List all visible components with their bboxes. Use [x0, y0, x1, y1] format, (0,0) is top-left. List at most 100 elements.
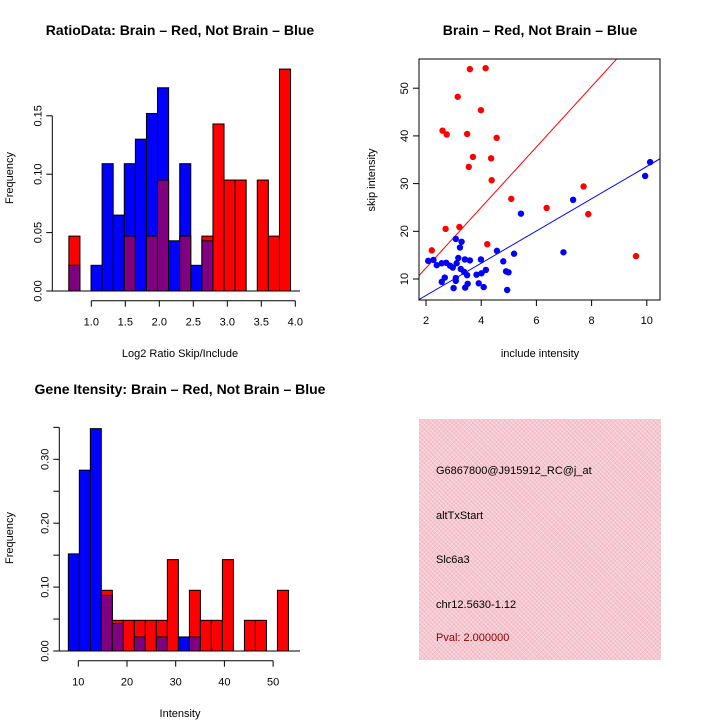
scatter-x-tick-label: 4 — [478, 315, 484, 327]
hist2-overlap-bar — [111, 623, 124, 652]
hist1-bar — [168, 240, 181, 292]
hist2-overlap-bar — [133, 636, 146, 652]
point-not-brain — [473, 271, 480, 278]
hist1-y-tick-label: 0.00 — [32, 280, 44, 301]
point-brain — [580, 183, 587, 190]
hist1-bar — [256, 179, 269, 292]
hist2-overlap-bar — [100, 594, 113, 652]
point-not-brain — [430, 256, 437, 264]
point-not-brain — [452, 235, 460, 243]
point-brain — [487, 155, 495, 162]
hist2-x-tick-label: 10 — [72, 677, 84, 689]
point-not-brain — [456, 244, 464, 251]
hist2-bar — [166, 559, 179, 652]
probe-id: G6867800@J915912_RC@j_at — [436, 465, 592, 477]
hist2-y-tick-label: 0.20 — [39, 512, 51, 533]
point-not-brain — [463, 271, 471, 279]
point-not-brain — [480, 283, 487, 291]
point-brain — [477, 106, 485, 114]
location: chr12.5630-1.12 — [436, 599, 517, 611]
hist2-y-tick-label: 0.00 — [39, 640, 51, 661]
point-not-brain — [510, 250, 518, 257]
hist1-y-tick-label: 0.10 — [32, 163, 44, 184]
point-brain — [543, 204, 550, 212]
hist2-x-tick-label: 30 — [170, 677, 182, 689]
point-not-brain — [452, 277, 460, 285]
hist1-overlap-bar — [179, 235, 192, 292]
scatter-y-tick-label: 10 — [399, 273, 411, 285]
point-brain — [456, 223, 463, 231]
scatter-y-tick-label: 20 — [399, 225, 411, 237]
hist1-bar — [212, 123, 225, 292]
hist2-bar — [122, 619, 135, 652]
point-not-brain — [425, 257, 432, 265]
point-not-brain — [466, 257, 474, 264]
point-brain — [439, 127, 446, 134]
point-brain — [488, 177, 495, 184]
hist2-x-tick-label: 40 — [218, 677, 230, 689]
point-not-brain — [477, 256, 485, 263]
hist2-bar — [254, 619, 267, 652]
hist1-overlap-bar — [157, 179, 170, 292]
point-not-brain — [641, 172, 649, 180]
scatter-y-tick-label: 50 — [399, 82, 411, 94]
hist1-x-tick-label: 4.0 — [288, 317, 303, 329]
point-not-brain — [464, 280, 471, 287]
point-brain — [493, 134, 500, 142]
hist2-xlabel: Intensity — [160, 708, 201, 720]
point-not-brain — [503, 286, 511, 294]
point-not-brain — [500, 258, 507, 265]
point-not-brain — [482, 266, 490, 274]
point-brain — [482, 64, 489, 72]
point-not-brain — [517, 210, 525, 217]
point-not-brain — [438, 278, 445, 286]
scatter-x-tick-label: 10 — [641, 315, 653, 327]
fit-line-brain — [419, 59, 618, 276]
hist1-overlap-bar — [145, 235, 159, 292]
hist1-x-tick-label: 2.5 — [186, 317, 201, 329]
hist2-x-tick-label: 20 — [121, 677, 133, 689]
hist1-title: RatioData: Brain – Red, Not Brain – Blue — [46, 22, 315, 38]
point-not-brain — [455, 254, 462, 262]
hist1-bar — [90, 264, 103, 292]
gene-name: Slc6a3 — [436, 554, 470, 566]
point-not-brain — [493, 247, 501, 255]
hist2-bar — [199, 619, 212, 652]
hist2-bar — [221, 559, 234, 652]
hist1-overlap-bar — [68, 264, 81, 292]
event-type: altTxStart — [436, 510, 484, 522]
point-brain — [484, 240, 491, 248]
hist2-bar — [243, 619, 256, 652]
hist1-overlap-bar — [201, 240, 214, 292]
hist2-chart: 0.00 0.10 0.20 0.30 10 20 30 40 50 — [39, 426, 300, 689]
hist1-bar — [101, 163, 114, 292]
scatter-x-tick-label: 2 — [423, 315, 429, 327]
hist2-bar — [78, 469, 91, 652]
point-brain — [632, 252, 640, 260]
hist1-x-tick-label: 2.0 — [152, 317, 167, 329]
point-not-brain — [569, 196, 577, 204]
hist2-bar — [276, 589, 289, 652]
hist2-title: Gene Itensity: Brain – Red, Not Brain – … — [35, 381, 326, 397]
hist1-overlap-bar — [123, 235, 136, 292]
scatter-ylabel: skip intensity — [366, 148, 378, 211]
scatter-xlabel: include intensity — [501, 348, 580, 360]
point-not-brain — [449, 264, 456, 271]
hist1-bar — [134, 138, 147, 292]
hist2-ylabel: Frequency — [4, 512, 16, 564]
hist2-x-tick-label: 50 — [267, 677, 279, 689]
hist1-bar — [267, 235, 280, 292]
point-brain — [454, 93, 461, 100]
scatter-x-tick-label: 6 — [533, 315, 539, 327]
hist1-y-tick-label: 0.05 — [32, 222, 44, 243]
hist2-bar — [210, 619, 223, 652]
scatter-x-tick-label: 8 — [589, 315, 595, 327]
scatter-y-tick-label: 30 — [399, 177, 411, 189]
point-brain — [443, 131, 450, 138]
hist2-bar — [89, 428, 102, 652]
hist1-bar — [278, 68, 292, 292]
point-brain — [508, 195, 515, 203]
scatter-box — [418, 58, 661, 301]
